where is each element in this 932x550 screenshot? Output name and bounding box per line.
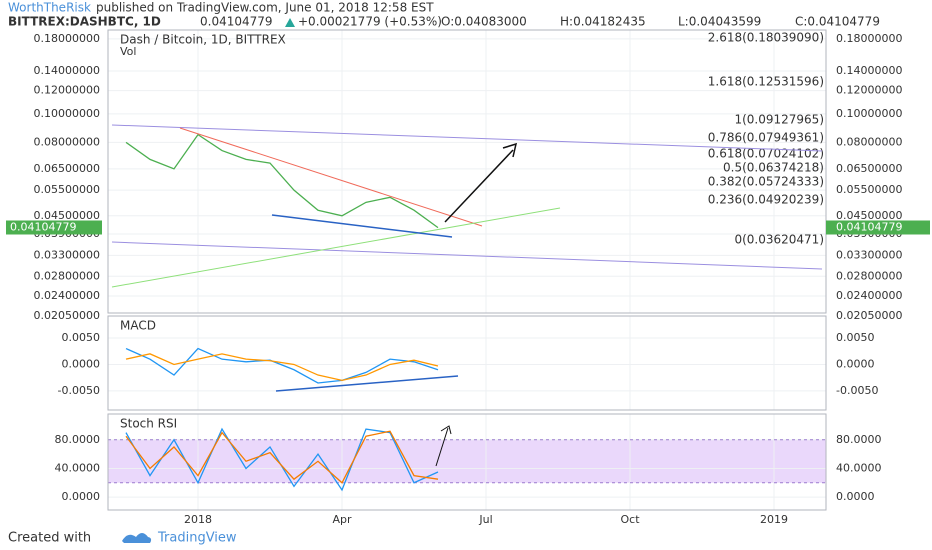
- y-tick-label-left: 0.06500000: [34, 162, 100, 175]
- logo: [122, 533, 152, 543]
- last-price-box-right: [826, 220, 930, 235]
- y-tick-label-right: 0.02400000: [836, 289, 902, 302]
- y-tick-label-right: 80.0000: [836, 433, 882, 446]
- y-tick-label-right: 0.10000000: [836, 107, 902, 120]
- y-tick-label-left: 0.0000: [62, 490, 101, 503]
- y-tick-label-right: 0.0000: [836, 357, 875, 370]
- ohlc-high: H:0.04182435: [560, 15, 646, 29]
- change: +0.00021779 (+0.53%): [298, 15, 442, 29]
- y-tick-label-right: 0.02800000: [836, 269, 902, 282]
- support-line: [271, 214, 453, 238]
- resistance-line: [179, 127, 483, 227]
- panel-frame: [107, 413, 827, 511]
- published: published on TradingView.com, June 01, 2…: [96, 1, 434, 15]
- panel-subtitle: Vol: [120, 45, 136, 58]
- last-price-left: 0.04104779: [10, 220, 76, 233]
- series-line: [125, 133, 439, 229]
- stoch-arrow-head: [440, 425, 452, 435]
- y-tick-label-left: 0.14000000: [34, 64, 100, 77]
- y-tick-label-right: 0.0000: [836, 490, 875, 503]
- user[interactable]: WorthTheRisk: [8, 1, 91, 15]
- y-tick-label-left: 0.02050000: [34, 309, 100, 322]
- y-tick-label-left: 0.12000000: [34, 84, 100, 97]
- y-tick-label-right: 0.02050000: [836, 309, 902, 322]
- y-tick-label-right: 0.03300000: [836, 248, 902, 261]
- y-tick-label-right: 0.18000000: [836, 32, 902, 45]
- price: 0.04104779: [200, 15, 273, 29]
- y-tick-label-left: 0.05500000: [34, 183, 100, 196]
- y-tick-label-left: 0.10000000: [34, 107, 100, 120]
- arrow: [444, 149, 514, 223]
- panel-frame: [107, 315, 827, 411]
- fib-label: 0.236(0.04920239): [708, 193, 824, 207]
- series-line: [125, 353, 439, 382]
- panels: 0.18000000 0.18000000 0.14000000 0.14000000…: [6, 29, 930, 526]
- fib-label: 0.382(0.05724333): [708, 175, 824, 189]
- channel-bottom: [111, 241, 823, 270]
- macd-support: [275, 375, 459, 392]
- y-tick-label-right: 0.05500000: [836, 183, 902, 196]
- last-price-right: 0.04104779: [836, 220, 902, 233]
- y-tick-label-right: 0.08000000: [836, 135, 902, 148]
- x-tick-label: Oct: [620, 513, 640, 526]
- y-tick-label-right: 0.06500000: [836, 162, 902, 175]
- fib-label: 0.5(0.06374218): [723, 161, 824, 175]
- ohlc-close: C:0.04104779: [795, 15, 880, 29]
- fib-label: 2.618(0.18039090): [708, 31, 824, 45]
- y-tick-label-left: -0.0050: [58, 384, 100, 397]
- x-tick-label: 2018: [184, 513, 212, 526]
- y-tick-label-right: 0.12000000: [836, 84, 902, 97]
- y-tick-label-right: 0.0050: [836, 331, 875, 344]
- ohlc-low: L:0.04043599: [678, 15, 761, 29]
- panel-frame: [107, 29, 827, 314]
- channel-top: [111, 124, 823, 152]
- fib-label: 0(0.03620471): [734, 233, 824, 247]
- series-line: [125, 430, 439, 484]
- arrow-head: [502, 142, 518, 158]
- trend-line: [111, 207, 561, 288]
- fib-label: 1(0.09127965): [734, 113, 824, 127]
- drawings: [111, 124, 823, 467]
- y-tick-label-left: 0.18000000: [34, 32, 100, 45]
- band: [108, 439, 826, 483]
- y-tick-label-right: 0.04500000: [836, 209, 902, 222]
- y-tick-label-left: 0.02400000: [34, 289, 100, 302]
- y-tick-label-left: 0.04500000: [34, 209, 100, 222]
- panel-title: Stoch RSI: [120, 417, 177, 431]
- last-price-box-left: [6, 220, 102, 235]
- panel-title: Dash / Bitcoin, 1D, BITTREX: [120, 33, 286, 47]
- ohlc-open: O:0.04083000: [441, 15, 527, 29]
- y-tick-label-left: 80.0000: [55, 433, 101, 446]
- y-tick-label-left: 0.0000: [62, 357, 101, 370]
- footer-brand[interactable]: TradingView: [157, 531, 237, 546]
- panel-title: MACD: [120, 319, 156, 333]
- x-tick-label: Apr: [332, 513, 352, 526]
- x-tick-label: 2019: [760, 513, 788, 526]
- fib-label: 0.786(0.07949361): [708, 131, 824, 145]
- y-tick-label-left: 40.0000: [55, 461, 101, 474]
- y-tick-label-left: 0.0050: [62, 331, 101, 344]
- series-line: [125, 347, 439, 384]
- fib-label: 1.618(0.12531596): [708, 75, 824, 89]
- y-tick-label-right: 0.14000000: [836, 64, 902, 77]
- y-tick-label-right: -0.0050: [836, 384, 878, 397]
- y-tick-label-left: 0.03300000: [34, 248, 100, 261]
- x-tick-label: Jul: [478, 513, 492, 526]
- y-tick-label-right: 40.0000: [836, 461, 882, 474]
- y-tick-label-left: 0.08000000: [34, 135, 100, 148]
- footer-created: Created with: [8, 531, 91, 546]
- y-tick-label-left: 0.02800000: [34, 269, 100, 282]
- stoch-arrow: [435, 427, 449, 467]
- symbol: BITTREX:DASHBTC, 1D: [8, 15, 161, 29]
- up-arrow: [285, 18, 295, 27]
